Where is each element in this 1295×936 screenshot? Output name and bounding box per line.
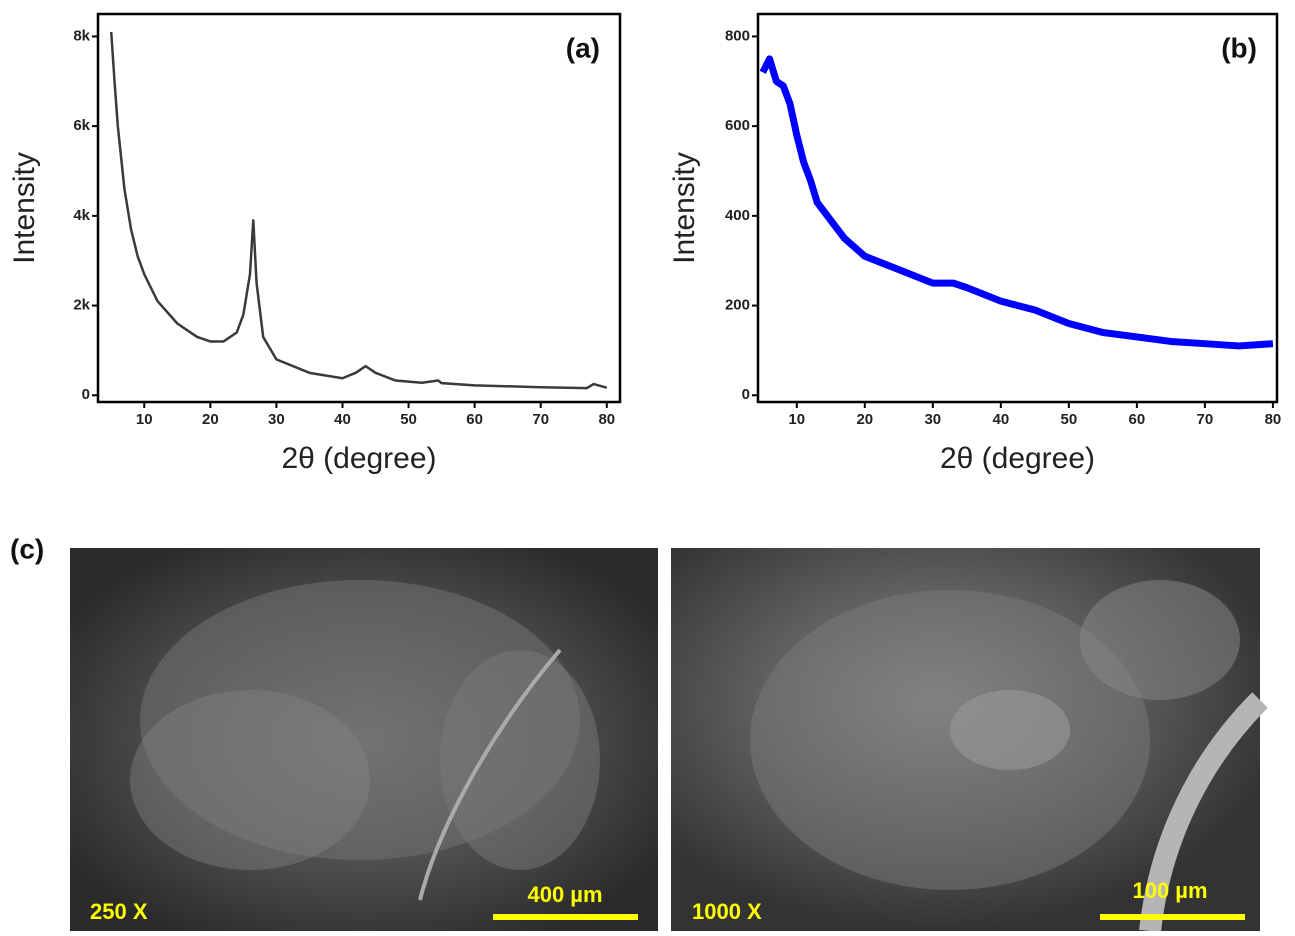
sem-image	[70, 548, 658, 931]
magnification: 1000 X	[692, 899, 762, 924]
x-tick-label: 60	[1129, 411, 1146, 428]
panel-label: (a)	[566, 32, 600, 63]
x-tick-label: 50	[400, 411, 417, 428]
y-tick-label: 6k	[73, 117, 90, 134]
x-tick-label: 70	[532, 411, 549, 428]
x-tick-label: 70	[1197, 411, 1214, 428]
y-axis-title: Intensity	[8, 152, 41, 264]
y-tick-label: 4k	[73, 207, 90, 224]
scale-bar-label: 400 µm	[527, 882, 602, 907]
x-tick-label: 40	[992, 411, 1009, 428]
x-tick-label: 10	[788, 411, 805, 428]
y-axis-title: Intensity	[668, 152, 701, 264]
data-line	[111, 32, 607, 388]
x-tick-label: 20	[202, 411, 219, 428]
x-tick-label: 30	[268, 411, 285, 428]
x-tick-label: 40	[334, 411, 351, 428]
y-tick-label: 400	[725, 207, 750, 224]
plot-frame	[98, 14, 620, 402]
x-tick-label: 80	[1265, 411, 1282, 428]
magnification: 250 X	[90, 899, 148, 924]
panel-label: (c)	[10, 533, 44, 564]
y-tick-label: 0	[82, 386, 90, 403]
y-tick-label: 2k	[73, 297, 90, 314]
x-tick-label: 50	[1061, 411, 1078, 428]
x-axis-title: 2θ (degree)	[940, 442, 1095, 475]
y-tick-label: 0	[742, 386, 750, 403]
x-tick-label: 80	[598, 411, 615, 428]
y-tick-label: 8k	[73, 27, 90, 44]
x-tick-label: 10	[136, 411, 153, 428]
x-tick-label: 20	[856, 411, 873, 428]
y-tick-label: 600	[725, 117, 750, 134]
y-tick-label: 200	[725, 297, 750, 314]
figure: (c) 250 X 400 µm 1000 X 100 µm 0 2k 4k 6k 8k…	[0, 0, 1295, 931]
scale-bar-label: 100 µm	[1132, 878, 1207, 903]
y-tick-label: 800	[725, 27, 750, 44]
sem-image	[671, 548, 1260, 931]
data-line	[763, 59, 1273, 346]
x-axis-title: 2θ (degree)	[281, 442, 436, 475]
x-tick-label: 30	[924, 411, 941, 428]
panel-label: (b)	[1221, 32, 1257, 63]
x-tick-label: 60	[466, 411, 483, 428]
